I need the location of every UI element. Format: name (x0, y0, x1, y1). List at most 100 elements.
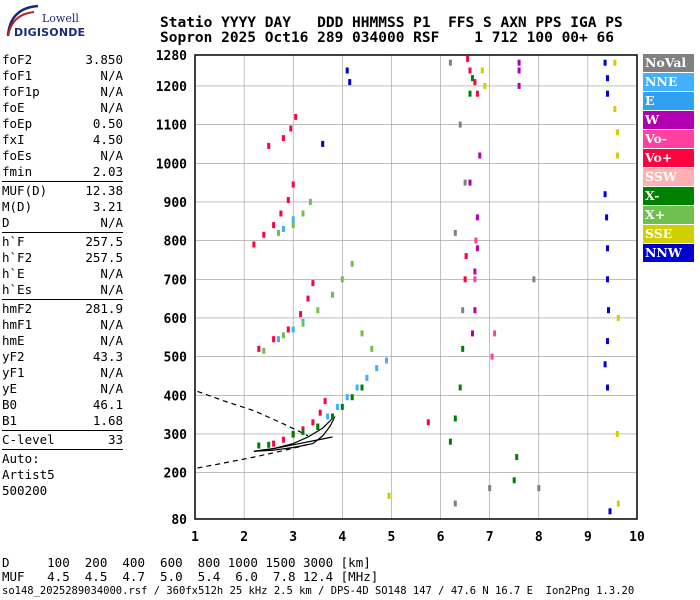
echo-point (262, 347, 266, 354)
legend-item-nnw: NNW (643, 244, 694, 262)
echo-point (345, 67, 349, 74)
echo-point (468, 90, 472, 97)
digisonde-logo: Lowell DIGISONDE (4, 4, 85, 44)
echo-point (326, 413, 330, 420)
echo-point (488, 485, 492, 492)
param-row: h`Es N/A (2, 282, 123, 298)
param-row: D N/A (2, 215, 123, 231)
x-tick-label: 7 (486, 530, 494, 545)
param-value: 2.03 (92, 164, 123, 179)
echo-point (458, 384, 462, 391)
param-divider (2, 430, 123, 431)
x-tick-label: 2 (240, 530, 248, 545)
echo-point (532, 276, 536, 283)
auto-label: Auto: (2, 451, 40, 466)
echo-point (289, 125, 293, 132)
echo-point (291, 181, 295, 188)
echo-point (473, 79, 477, 86)
echo-point (323, 398, 327, 405)
param-value: N/A (100, 100, 123, 115)
echo-point (277, 229, 280, 236)
param-name: hmF2 (2, 301, 33, 316)
echo-point (375, 365, 379, 372)
y-tick-label: 80 (171, 513, 187, 528)
echo-point (311, 419, 315, 426)
echo-point (321, 140, 325, 147)
profile-curve (197, 443, 309, 469)
param-value: 1.68 (92, 413, 123, 428)
echo-point (464, 253, 468, 260)
param-name: foF1 (2, 68, 33, 83)
param-value: 12.38 (85, 183, 123, 198)
echo-point (478, 152, 482, 159)
echo-point (517, 82, 521, 89)
param-value: 33 (107, 432, 123, 447)
header-line-2: Sopron 2025 Oct16 289 034000 RSF 1 712 1… (160, 30, 614, 46)
param-name: foEp (2, 116, 33, 131)
y-tick-label: 200 (164, 467, 188, 482)
echo-point (608, 508, 612, 515)
echo-point (475, 90, 479, 97)
header-block: Statio YYYY DAY DDD HHMMSS P1 FFS S AXN … (160, 16, 623, 46)
echo-point (340, 403, 344, 410)
echo-point (370, 345, 374, 352)
y-tick-label: 300 (164, 428, 188, 443)
echo-point (483, 82, 487, 89)
echo-point (291, 326, 295, 333)
echo-point (475, 214, 479, 221)
echo-point (281, 436, 285, 443)
echo-point (461, 307, 465, 314)
echo-point (473, 276, 477, 283)
param-name: foF2 (2, 52, 33, 67)
param-value: 3.21 (92, 199, 123, 214)
param-row: foF1p N/A (2, 84, 123, 100)
param-value: N/A (100, 215, 123, 230)
param-divider (2, 299, 123, 300)
param-row: hmE N/A (2, 333, 123, 349)
param-value: 3.850 (85, 52, 123, 67)
muf-value-row: MUF 4.5 4.5 4.7 5.0 5.4 6.0 7.8 12.4 [MH… (2, 569, 379, 584)
param-name: fxI (2, 132, 25, 147)
param-value: N/A (100, 381, 123, 396)
param-name: fmin (2, 164, 33, 179)
logo-lowell: Lowell (42, 12, 79, 25)
x-tick-label: 9 (584, 530, 592, 545)
param-name: B1 (2, 413, 18, 428)
legend: NoVal NNE E W Vo- Vo+ SSW X- X+ SSE NNW (643, 54, 694, 263)
param-row: h`F 257.5 (2, 234, 123, 250)
echo-point (360, 384, 364, 391)
echo-point (299, 311, 303, 318)
echo-point (340, 276, 344, 283)
param-row: foF2 3.850 (2, 52, 123, 68)
y-tick-label: 900 (164, 196, 188, 211)
echo-point (616, 314, 620, 321)
param-name: C-level (2, 432, 55, 447)
echo-point (252, 241, 256, 248)
echo-point (267, 142, 271, 149)
param-value: N/A (100, 317, 123, 332)
param-name: h`F (2, 234, 25, 249)
logo-digisonde: DIGISONDE (14, 26, 86, 39)
param-divider (2, 232, 123, 233)
param-row: hmF2 281.9 (2, 301, 123, 317)
echo-point (606, 75, 609, 82)
param-row: yE N/A (2, 381, 123, 397)
param-row: MUF(D) 12.38 (2, 183, 123, 199)
echo-point (316, 307, 320, 314)
param-row: yF2 43.3 (2, 349, 123, 365)
param-name: M(D) (2, 199, 33, 214)
x-tick-label: 5 (388, 530, 396, 545)
echo-point (603, 191, 607, 198)
echo-point (512, 477, 516, 484)
param-name: h`F2 (2, 250, 33, 265)
echo-point (281, 332, 285, 339)
param-row: B1 1.68 (2, 413, 123, 429)
echo-point (607, 307, 610, 314)
y-tick-label: 1000 (156, 157, 187, 172)
echo-point (453, 500, 457, 507)
echo-point (277, 336, 280, 343)
echo-point (281, 135, 285, 142)
param-name: D (2, 215, 10, 230)
x-tick-label: 3 (289, 530, 297, 545)
param-name: foEs (2, 148, 33, 163)
